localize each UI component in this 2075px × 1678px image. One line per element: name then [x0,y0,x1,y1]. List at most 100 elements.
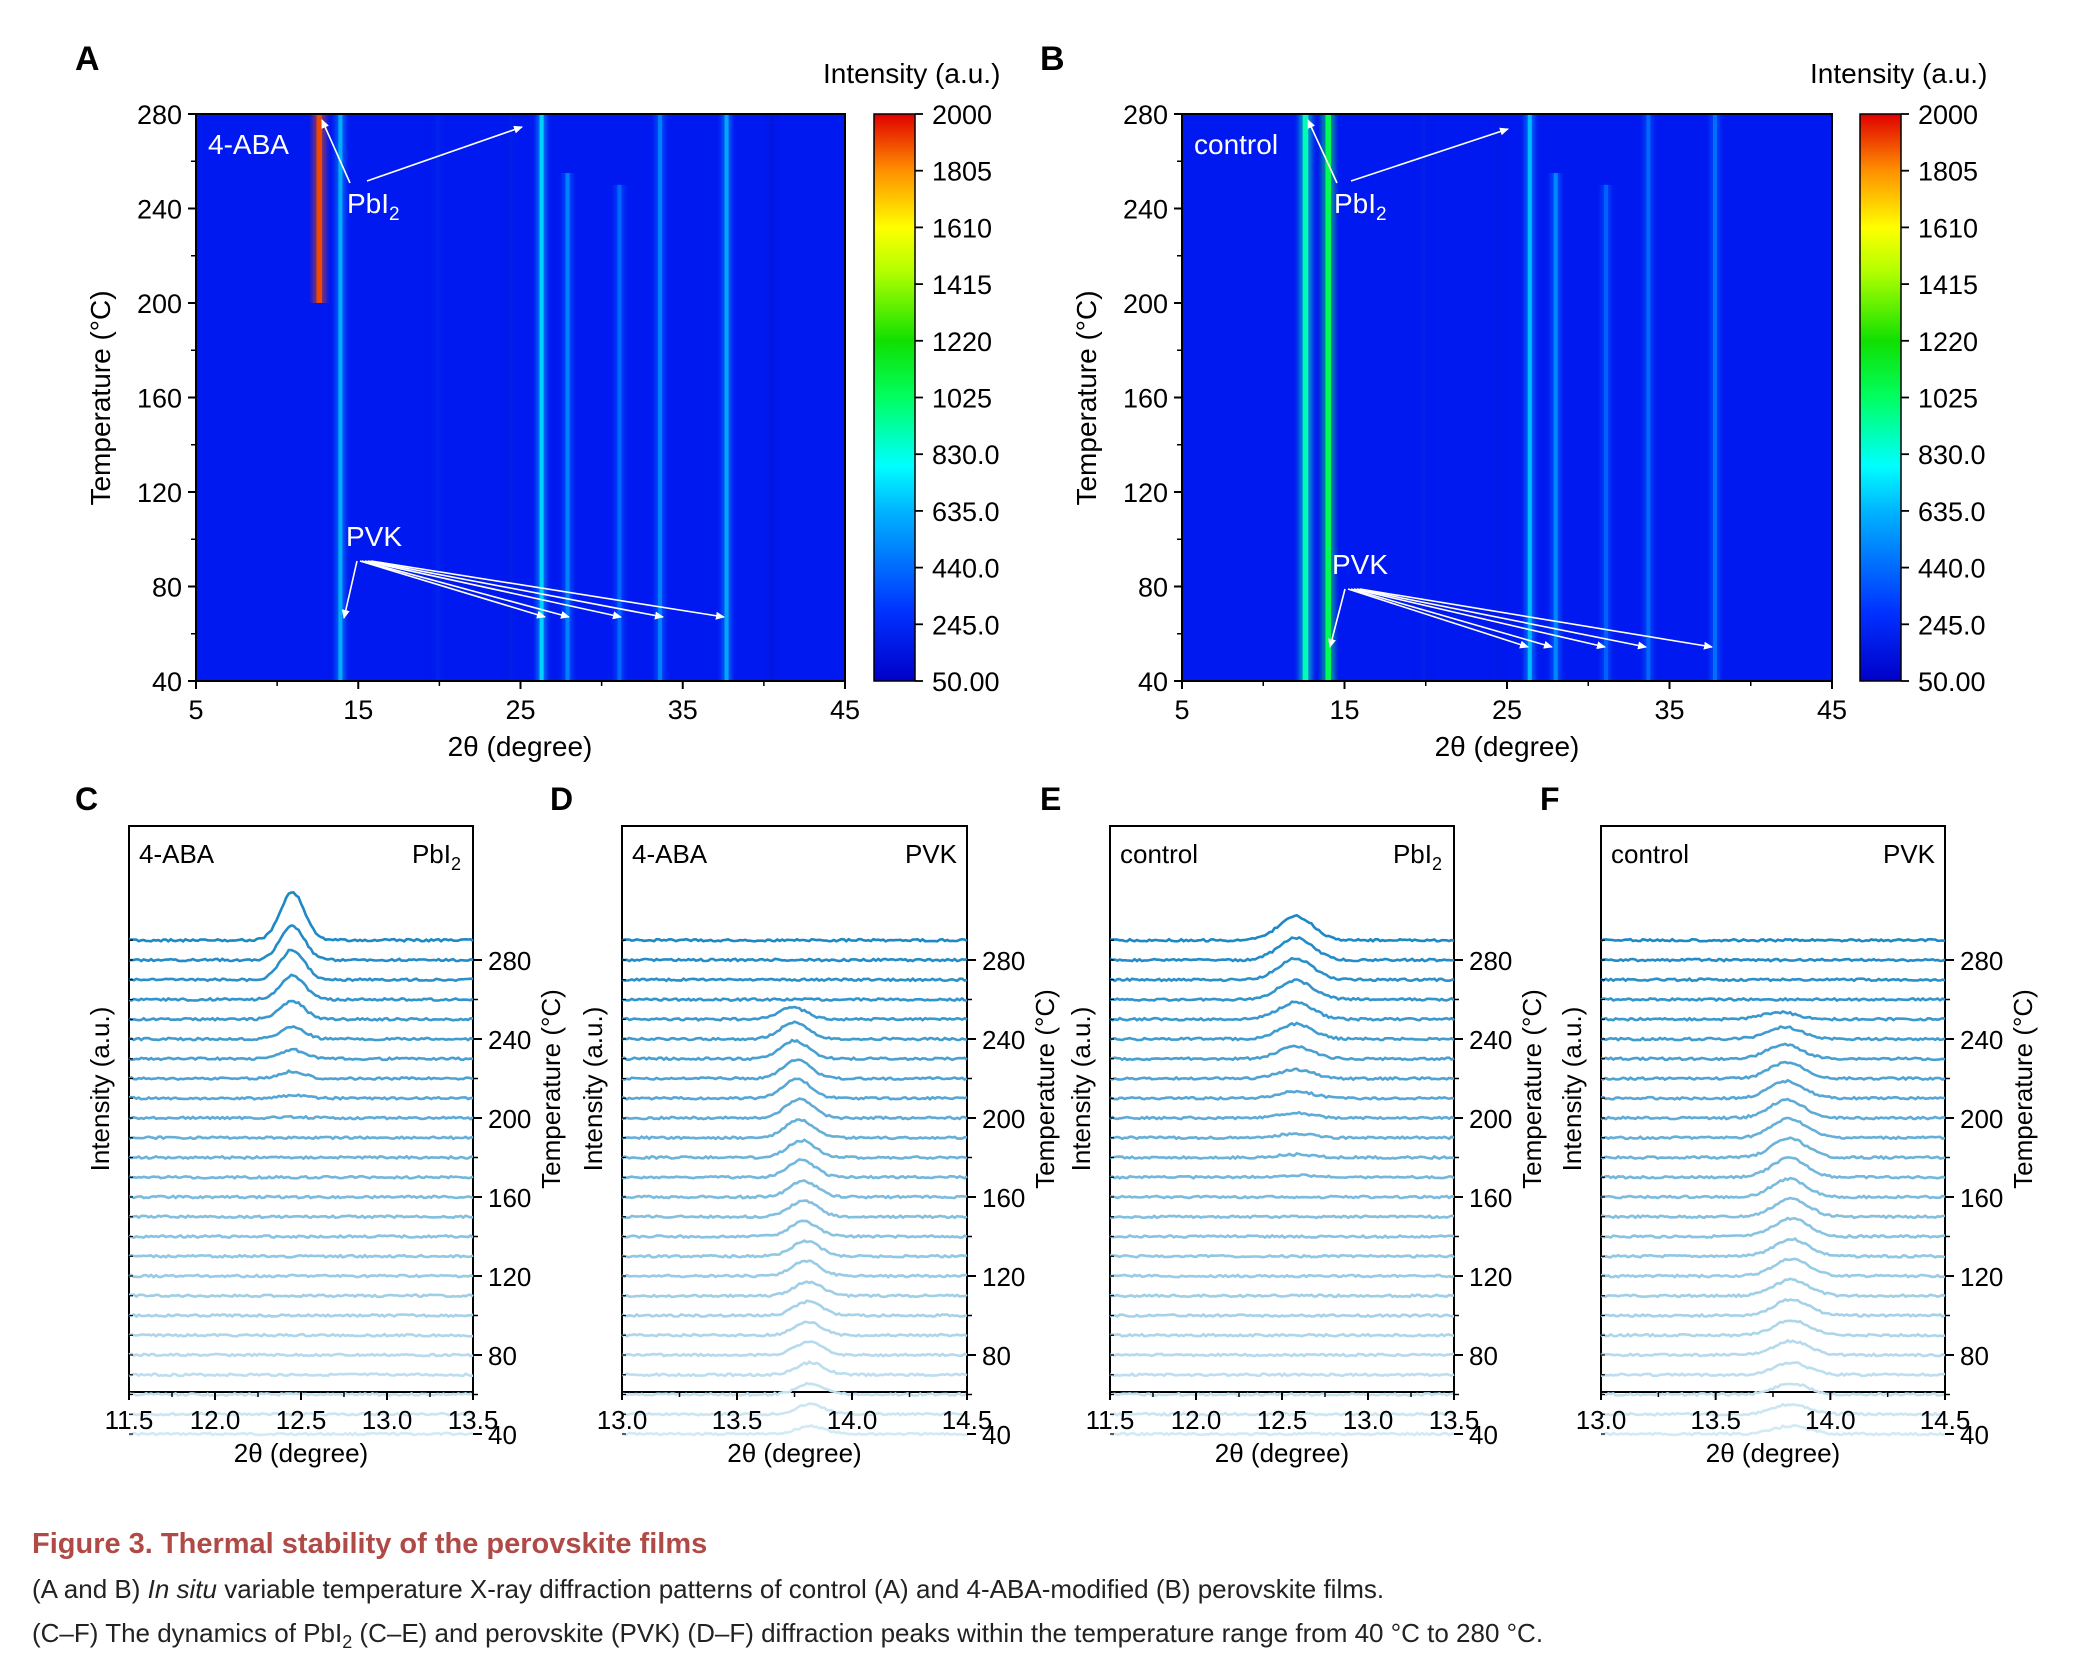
temperature-curve [621,1138,968,1161]
x-axis-label: 2θ (degree) [1215,1438,1349,1468]
temperature-curve [1600,1097,1946,1121]
diffraction-streak [1524,114,1535,681]
temperature-curve [129,1431,474,1437]
colorbar-tick: 1805 [1901,157,1978,187]
temperature-curve [128,948,474,983]
panel-letter-e: E [1040,781,1061,817]
x-tick: 15 [1329,681,1360,725]
temperature-tick: 240 [1945,1025,2003,1055]
svg-text:25: 25 [505,695,535,725]
diffraction-streak [1643,114,1654,681]
svg-text:12.5: 12.5 [276,1405,327,1435]
svg-text:200: 200 [1960,1104,2003,1134]
svg-text:1610: 1610 [1918,213,1978,243]
y-axis-ticks: 40 80 120 160 200 240 280 [1123,100,1182,697]
temperature-curve [621,1005,968,1022]
temperature-curve [1600,1010,1946,1022]
temperature-curve [1109,978,1455,1002]
temperature-curve [1109,1293,1455,1299]
panel-letter-d: D [550,781,573,817]
temperature-tick: 40 [1945,1420,1989,1450]
temperature-curve [621,1077,968,1101]
y-tick: 280 [137,100,196,130]
temperature-curve [1110,956,1455,983]
x-axis-label: 2θ (degree) [1706,1438,1840,1468]
colorbar [873,113,916,682]
panel-d: D 40 80 120 160 200 240 280 13.0 13.5 14.0 14.5 2θ … [550,781,1060,1468]
intensity-axis-label: Intensity (a.u.) [85,1007,115,1172]
temperature-curve [621,1280,968,1299]
colorbar-tick: 1610 [915,213,992,243]
svg-text:15: 15 [1329,695,1359,725]
temperature-curve [128,1047,474,1062]
temperature-curve [621,1320,968,1338]
temperature-curve [621,996,968,1003]
colorbar-tick: 245.0 [1901,610,1986,640]
svg-text:245.0: 245.0 [1918,610,1986,640]
colorbar-tick: 1415 [915,270,992,300]
svg-text:200: 200 [982,1104,1025,1134]
svg-text:200: 200 [137,289,182,319]
svg-text:1610: 1610 [932,213,992,243]
temperature-curve [621,1158,968,1180]
temperature-curve [1109,1151,1455,1161]
peak-label: PbI2 [1393,839,1442,874]
svg-text:12.0: 12.0 [1171,1405,1222,1435]
y-tick: 240 [137,195,196,225]
colorbar-title: Intensity (a.u.) [1810,58,1987,89]
diffraction-streak [721,114,732,681]
x-axis-label: 2θ (degree) [727,1438,861,1468]
temperature-tick: 200 [1945,1104,2003,1134]
temperature-curve [128,999,474,1022]
svg-text:240: 240 [982,1025,1025,1055]
colorbar-ticks: 2000 1805 1610 1415 1220 1025 830.0 635.0 440.0 2… [1901,100,1986,697]
svg-text:45: 45 [830,695,860,725]
x-axis-label: 2θ (degree) [234,1438,368,1468]
temperature-curve [1601,1277,1946,1299]
svg-text:80: 80 [982,1341,1011,1371]
svg-text:80: 80 [488,1341,517,1371]
temperature-curve [1600,1176,1946,1200]
temperature-curve [1109,1067,1455,1082]
svg-text:120: 120 [1960,1262,2003,1292]
temperature-curve [128,1332,474,1338]
svg-text:40: 40 [1138,667,1168,697]
intensity-axis-label: Intensity (a.u.) [1066,1007,1096,1172]
colorbar-tick: 1025 [915,384,992,414]
svg-text:1415: 1415 [932,270,992,300]
temperature-curve [621,1097,968,1121]
x-tick: 14.0 [827,1392,877,1435]
colorbar-tick: 245.0 [915,610,1000,640]
temperature-curve [1109,1431,1455,1437]
svg-text:45: 45 [1817,695,1847,725]
temperature-tick: 280 [473,946,531,976]
x-tick: 5 [188,681,204,725]
temperature-tick: 80 [1945,1341,1989,1371]
svg-text:15: 15 [343,695,373,725]
temperature-curve [1600,1136,1946,1161]
figure-caption-title: Figure 3. Thermal stability of the perov… [32,1528,708,1560]
temperature-curve [1600,1042,1946,1062]
temperature-axis-label: Temperature (°C) [1517,989,1547,1189]
panel-a: A 5 15 25 35 45 40 80 120 160 200 240 280 2θ (degr… [75,40,1000,762]
y-axis-ticks: 40 80 120 160 200 240 280 [137,100,196,697]
svg-text:1025: 1025 [1918,384,1978,414]
temperature-curve [1109,936,1454,963]
pvk-annotation: PVK [1332,549,1388,580]
temperature-curve [1109,1044,1455,1062]
colorbar-ticks: 2000 1805 1610 1415 1220 1025 830.0 635.0 440.0 2… [915,100,1000,697]
y-tick: 40 [152,667,196,697]
x-tick: 12.5 [1257,1392,1307,1435]
diffraction-streak [536,114,547,681]
temperature-curve [129,1093,473,1101]
colorbar-tick: 1220 [1901,327,1978,357]
temperature-axis-label: Temperature (°C) [1030,989,1060,1189]
svg-text:440.0: 440.0 [932,554,1000,584]
x-axis-label: 2θ (degree) [448,731,593,762]
svg-text:13.5: 13.5 [1429,1405,1480,1435]
svg-text:245.0: 245.0 [932,610,1000,640]
svg-text:13.0: 13.0 [597,1405,648,1435]
heatmap-plot-area [1182,114,1832,681]
annotation-arrows [321,119,725,620]
panel-e: E 40 80 120 160 200 240 280 11.5 12.0 12.5 13.0 13.… [1040,781,1547,1468]
